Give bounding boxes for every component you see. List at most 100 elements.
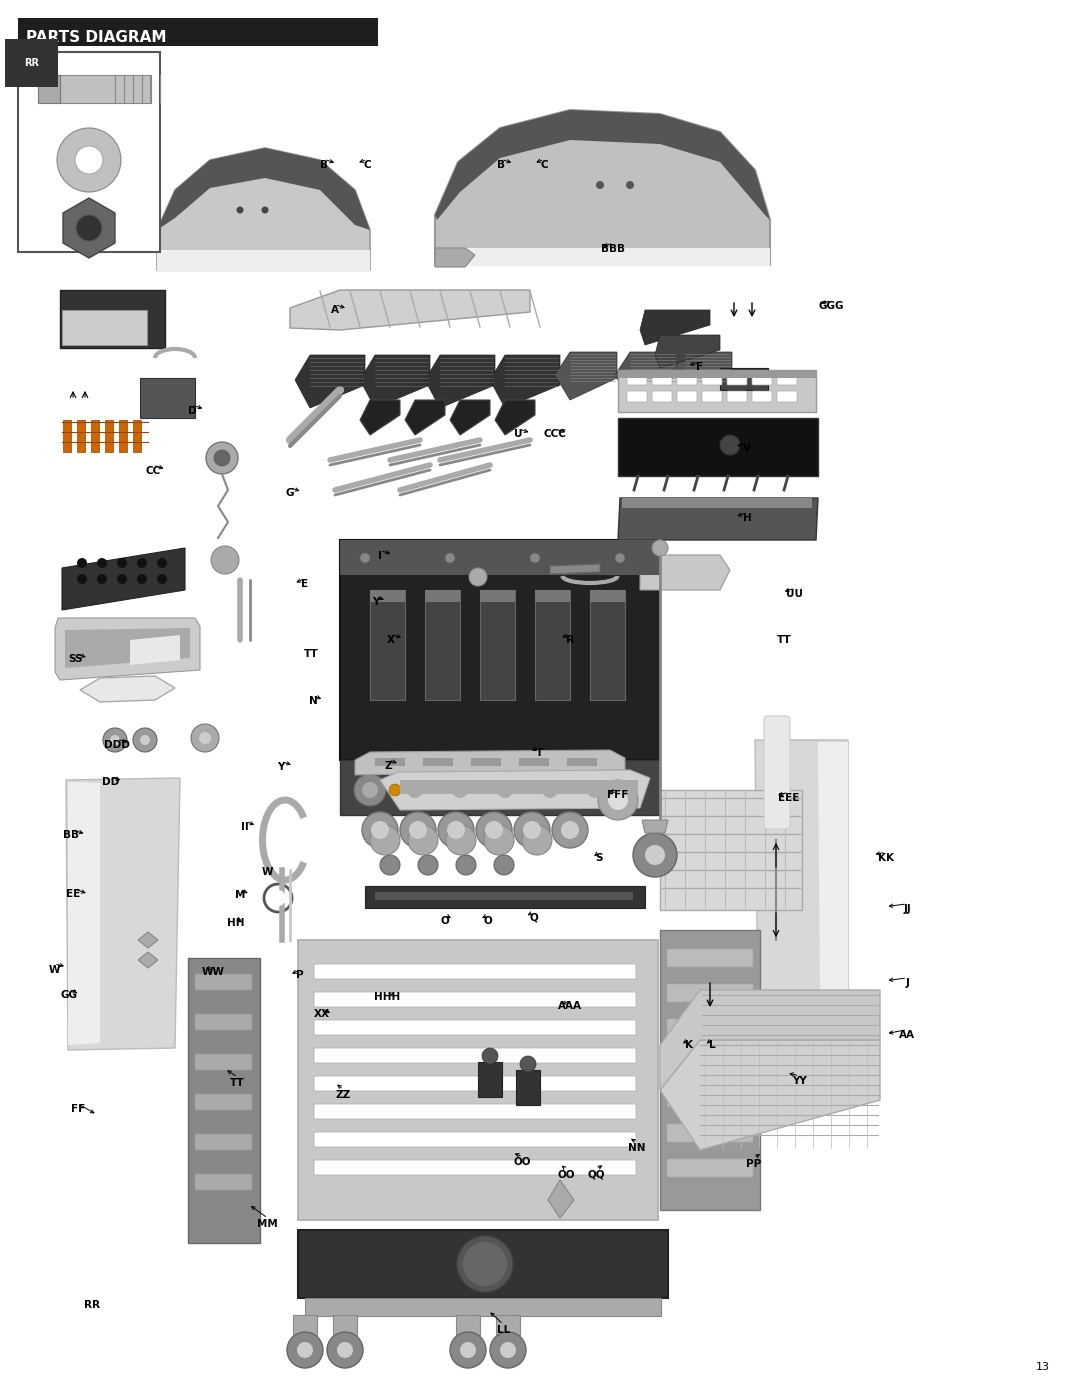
FancyBboxPatch shape — [195, 1134, 252, 1150]
Circle shape — [214, 450, 230, 467]
Text: O: O — [484, 915, 492, 926]
FancyBboxPatch shape — [195, 1053, 252, 1070]
Text: 13: 13 — [1036, 1362, 1050, 1372]
Text: J: J — [905, 978, 909, 989]
Text: B: B — [320, 159, 328, 170]
FancyBboxPatch shape — [426, 590, 460, 602]
FancyBboxPatch shape — [314, 1104, 636, 1119]
Circle shape — [75, 147, 103, 175]
FancyBboxPatch shape — [478, 1062, 502, 1097]
FancyBboxPatch shape — [18, 52, 160, 251]
Circle shape — [140, 735, 150, 745]
Circle shape — [447, 821, 465, 840]
FancyBboxPatch shape — [314, 1076, 636, 1091]
FancyBboxPatch shape — [677, 374, 697, 386]
Polygon shape — [157, 148, 370, 231]
Text: C: C — [363, 159, 372, 170]
Circle shape — [97, 574, 107, 584]
Text: EE: EE — [66, 888, 81, 900]
Text: RR: RR — [84, 1299, 99, 1310]
Polygon shape — [640, 310, 710, 345]
FancyBboxPatch shape — [652, 391, 672, 402]
FancyBboxPatch shape — [77, 420, 85, 453]
FancyBboxPatch shape — [590, 590, 625, 700]
Text: JJ: JJ — [903, 904, 912, 915]
FancyBboxPatch shape — [314, 992, 636, 1007]
FancyBboxPatch shape — [667, 1090, 753, 1106]
FancyBboxPatch shape — [370, 590, 405, 602]
FancyBboxPatch shape — [777, 374, 797, 386]
FancyBboxPatch shape — [535, 590, 570, 700]
Text: BBB: BBB — [602, 243, 625, 254]
FancyBboxPatch shape — [618, 370, 816, 412]
Text: UU: UU — [786, 588, 804, 599]
Polygon shape — [654, 335, 720, 367]
Circle shape — [77, 557, 87, 569]
Circle shape — [103, 728, 127, 752]
Circle shape — [456, 855, 476, 875]
Text: FF: FF — [70, 1104, 85, 1115]
Polygon shape — [490, 355, 561, 408]
Text: PARTS DIAGRAM: PARTS DIAGRAM — [26, 31, 166, 46]
Polygon shape — [426, 355, 495, 408]
Circle shape — [354, 774, 386, 806]
FancyBboxPatch shape — [727, 391, 747, 402]
Polygon shape — [548, 1180, 573, 1218]
Polygon shape — [63, 198, 114, 258]
Circle shape — [633, 833, 677, 877]
FancyBboxPatch shape — [720, 367, 768, 390]
FancyBboxPatch shape — [18, 18, 378, 46]
Circle shape — [137, 574, 147, 584]
FancyBboxPatch shape — [400, 780, 638, 793]
FancyBboxPatch shape — [314, 964, 636, 979]
Circle shape — [380, 855, 400, 875]
FancyBboxPatch shape — [140, 379, 195, 418]
Circle shape — [469, 569, 487, 585]
FancyBboxPatch shape — [567, 759, 597, 766]
Text: NN: NN — [629, 1143, 646, 1154]
FancyBboxPatch shape — [195, 1094, 252, 1111]
Polygon shape — [660, 1039, 880, 1150]
Circle shape — [615, 553, 625, 563]
Circle shape — [445, 553, 455, 563]
Polygon shape — [495, 400, 535, 434]
Circle shape — [598, 780, 638, 820]
Polygon shape — [138, 932, 158, 949]
Circle shape — [523, 821, 541, 840]
Circle shape — [484, 826, 514, 855]
FancyBboxPatch shape — [667, 1053, 753, 1071]
FancyBboxPatch shape — [535, 590, 570, 602]
Polygon shape — [380, 770, 650, 810]
Circle shape — [552, 812, 588, 848]
Circle shape — [522, 826, 552, 855]
Circle shape — [497, 782, 513, 798]
Circle shape — [117, 557, 127, 569]
Polygon shape — [435, 110, 770, 219]
FancyBboxPatch shape — [777, 391, 797, 402]
Text: EEE: EEE — [778, 792, 799, 803]
Circle shape — [588, 782, 603, 798]
Polygon shape — [65, 629, 190, 668]
Text: FFF: FFF — [607, 789, 629, 800]
FancyBboxPatch shape — [667, 983, 753, 1002]
FancyBboxPatch shape — [727, 374, 747, 386]
Text: PP: PP — [746, 1158, 761, 1169]
FancyBboxPatch shape — [519, 759, 549, 766]
Circle shape — [76, 215, 102, 242]
Text: B: B — [497, 159, 505, 170]
Circle shape — [407, 782, 423, 798]
Text: CCC: CCC — [543, 429, 567, 440]
Text: II: II — [241, 821, 249, 833]
FancyBboxPatch shape — [314, 1160, 636, 1175]
Polygon shape — [80, 676, 175, 703]
FancyBboxPatch shape — [618, 418, 818, 476]
Circle shape — [117, 574, 127, 584]
FancyBboxPatch shape — [480, 590, 515, 700]
Text: HH: HH — [227, 918, 244, 929]
Polygon shape — [295, 355, 365, 408]
Circle shape — [489, 774, 521, 806]
Circle shape — [534, 774, 566, 806]
Circle shape — [77, 574, 87, 584]
FancyBboxPatch shape — [375, 893, 633, 900]
Polygon shape — [62, 548, 185, 610]
